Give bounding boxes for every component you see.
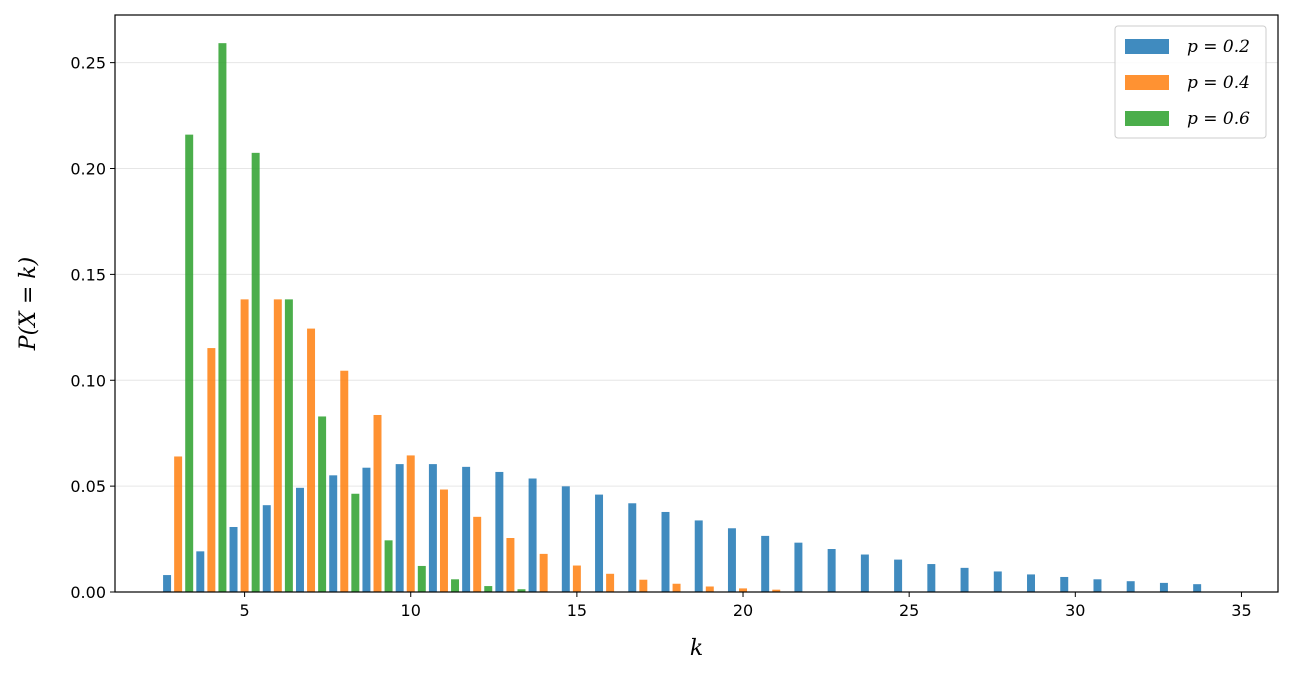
x-axis-label: k <box>690 636 703 661</box>
bar <box>439 489 448 592</box>
legend-items: p = 0.2 p = 0.4 p = 0.6 <box>1125 37 1250 129</box>
bar <box>340 370 349 592</box>
bar <box>572 565 581 592</box>
bar <box>428 464 437 592</box>
bar <box>694 520 703 592</box>
bar <box>927 564 936 592</box>
bar <box>894 559 903 592</box>
x-ticks: 5 10 15 20 25 30 35 <box>239 592 1252 620</box>
plot-frame <box>114 14 1279 593</box>
legend-item: p = 0.6 <box>1125 109 1250 129</box>
bar <box>639 579 648 592</box>
y-ticks: 0.00 0.05 0.10 0.15 0.20 0.25 <box>70 54 115 602</box>
bar <box>484 586 493 592</box>
bar <box>273 299 282 592</box>
legend-label: p = 0.2 <box>1187 37 1250 57</box>
x-tick-label: 15 <box>567 601 587 620</box>
bar <box>794 542 803 592</box>
legend-swatch <box>1125 111 1169 126</box>
bar <box>528 478 537 592</box>
bar <box>229 526 238 592</box>
bar <box>727 528 736 592</box>
bar <box>539 553 548 592</box>
bar <box>196 551 205 592</box>
y-tick-label: 0.00 <box>70 583 106 602</box>
bar <box>1159 582 1168 592</box>
bar <box>761 535 770 592</box>
bar <box>993 571 1002 592</box>
bar <box>1093 579 1102 592</box>
bar <box>1027 574 1035 592</box>
y-tick-label: 0.25 <box>70 54 106 73</box>
bar <box>163 575 172 592</box>
bar <box>318 416 327 592</box>
bar <box>307 328 316 592</box>
legend-swatch <box>1125 75 1169 90</box>
bar <box>705 586 714 592</box>
legend-item: p = 0.2 <box>1125 37 1250 57</box>
bar <box>595 494 604 592</box>
bar <box>1060 576 1069 592</box>
bar <box>351 493 360 592</box>
x-tick-label: 30 <box>1065 601 1085 620</box>
legend-item: p = 0.4 <box>1125 73 1250 93</box>
x-tick-label: 25 <box>899 601 919 620</box>
bar <box>295 487 304 592</box>
bar <box>606 573 615 592</box>
bar <box>739 588 748 592</box>
series-3-bars <box>185 43 526 592</box>
bar <box>1126 581 1135 592</box>
bar <box>628 503 637 592</box>
bar <box>284 299 293 592</box>
bar <box>827 549 836 592</box>
legend-label: p = 0.6 <box>1187 109 1250 129</box>
bar <box>561 486 570 592</box>
bar <box>207 348 216 592</box>
bar <box>384 540 393 592</box>
bar <box>960 567 969 592</box>
legend-swatch <box>1125 39 1169 54</box>
bar <box>406 455 415 592</box>
bar <box>329 475 338 592</box>
x-tick-label: 35 <box>1231 601 1251 620</box>
bar <box>218 43 227 592</box>
bar <box>462 466 471 592</box>
bar <box>1193 584 1202 592</box>
bar <box>417 565 426 592</box>
series-1-bars <box>163 464 1202 592</box>
y-tick-label: 0.20 <box>70 160 106 179</box>
y-tick-label: 0.05 <box>70 477 106 496</box>
x-tick-label: 10 <box>401 601 421 620</box>
bar <box>251 152 260 592</box>
bar <box>362 467 371 592</box>
bar <box>240 299 249 592</box>
bar <box>451 579 460 592</box>
bar <box>262 505 271 592</box>
bar <box>772 589 781 592</box>
y-axis-label: P(X = k) <box>16 257 41 351</box>
series-2-bars <box>174 299 781 592</box>
y-tick-label: 0.15 <box>70 265 106 284</box>
bar <box>395 464 404 592</box>
legend: p = 0.2 p = 0.4 p = 0.6 <box>1114 25 1267 139</box>
bar <box>174 456 183 592</box>
legend-label: p = 0.4 <box>1187 73 1250 93</box>
bar <box>495 471 504 592</box>
y-tick-label: 0.10 <box>70 371 106 390</box>
bar <box>860 554 869 592</box>
bar <box>661 511 670 592</box>
x-tick-label: 5 <box>239 601 249 620</box>
x-tick-label: 20 <box>733 601 753 620</box>
bar <box>506 538 515 592</box>
bar <box>185 134 194 592</box>
bar <box>473 516 482 592</box>
bar <box>672 583 681 592</box>
bar <box>517 589 526 592</box>
bars <box>163 43 1202 592</box>
bar <box>373 414 382 592</box>
